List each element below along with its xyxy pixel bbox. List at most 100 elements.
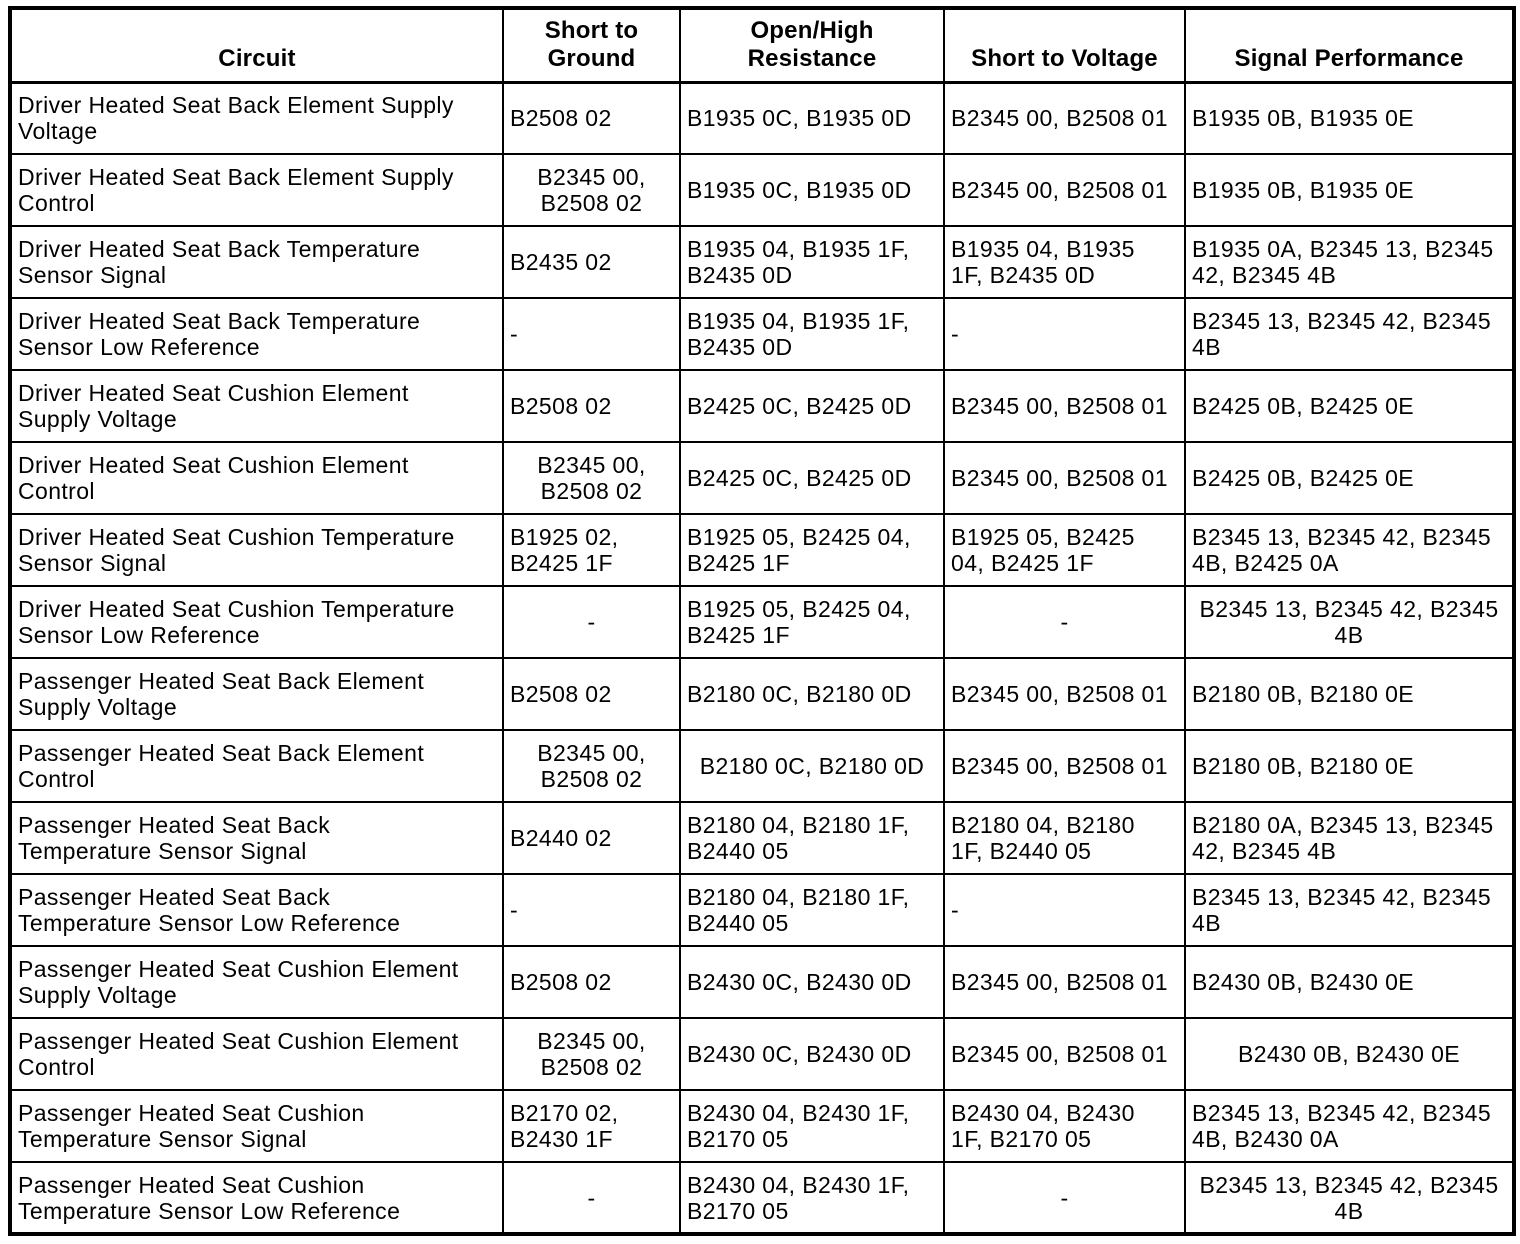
circuit-cell: Passenger Heated Seat Back Element Suppl… (9, 657, 504, 731)
table-row: Passenger Heated Seat Cushion Temperatur… (9, 1161, 1515, 1235)
short-to-ground-cell: B2345 00, B2508 02 (502, 1017, 681, 1091)
table-row: Driver Heated Seat Cushion Element Suppl… (9, 369, 1515, 443)
short-to-voltage-cell: B2345 00, B2508 01 (943, 369, 1186, 443)
short-to-ground-cell: B2345 00, B2508 02 (502, 153, 681, 227)
signal-performance-cell: B2430 0B, B2430 0E (1184, 945, 1515, 1019)
column-header-circuit: Circuit (9, 7, 504, 84)
table-row: Driver Heated Seat Back Temperature Sens… (9, 225, 1515, 299)
signal-performance-cell: B2345 13, B2345 42, B2345 4B, B2430 0A (1184, 1089, 1515, 1163)
signal-performance-cell: B2345 13, B2345 42, B2345 4B (1184, 1161, 1515, 1235)
short-to-ground-cell: B2508 02 (502, 945, 681, 1019)
column-header-short-to-voltage: Short to Voltage (943, 7, 1186, 84)
table-row: Passenger Heated Seat Cushion Temperatur… (9, 1089, 1515, 1163)
short-to-ground-cell: - (502, 585, 681, 659)
table-row: Passenger Heated Seat Cushion Element Co… (9, 1017, 1515, 1091)
short-to-ground-cell: B2170 02, B2430 1F (502, 1089, 681, 1163)
short-to-voltage-cell: B2345 00, B2508 01 (943, 945, 1186, 1019)
open-high-resistance-cell: B1925 05, B2425 04, B2425 1F (679, 585, 945, 659)
short-to-voltage-cell: B2345 00, B2508 01 (943, 81, 1186, 155)
signal-performance-cell: B2345 13, B2345 42, B2345 4B (1184, 585, 1515, 659)
circuit-cell: Passenger Heated Seat Cushion Element Co… (9, 1017, 504, 1091)
open-high-resistance-cell: B1925 05, B2425 04, B2425 1F (679, 513, 945, 587)
dtc-table-body: Driver Heated Seat Back Element Supply V… (9, 81, 1515, 1235)
signal-performance-cell: B2425 0B, B2425 0E (1184, 369, 1515, 443)
table-row: Driver Heated Seat Cushion Temperature S… (9, 585, 1515, 659)
short-to-ground-cell: B2440 02 (502, 801, 681, 875)
short-to-ground-cell: - (502, 1161, 681, 1235)
table-row: Passenger Heated Seat Back Element Suppl… (9, 657, 1515, 731)
short-to-ground-cell: B2508 02 (502, 81, 681, 155)
table-row: Driver Heated Seat Back Element Supply V… (9, 81, 1515, 155)
column-header-open-high-resistance: Open/High Resistance (679, 7, 945, 84)
short-to-voltage-cell: - (943, 297, 1186, 371)
circuit-cell: Passenger Heated Seat Back Temperature S… (9, 801, 504, 875)
short-to-voltage-cell: B2180 04, B2180 1F, B2440 05 (943, 801, 1186, 875)
circuit-cell: Passenger Heated Seat Cushion Temperatur… (9, 1161, 504, 1235)
short-to-ground-cell: B2508 02 (502, 657, 681, 731)
open-high-resistance-cell: B2180 0C, B2180 0D (679, 657, 945, 731)
short-to-voltage-cell: B2345 00, B2508 01 (943, 153, 1186, 227)
signal-performance-cell: B2180 0B, B2180 0E (1184, 729, 1515, 803)
signal-performance-cell: B2180 0B, B2180 0E (1184, 657, 1515, 731)
circuit-cell: Driver Heated Seat Back Element Supply C… (9, 153, 504, 227)
circuit-cell: Driver Heated Seat Cushion Element Suppl… (9, 369, 504, 443)
short-to-ground-cell: B2435 02 (502, 225, 681, 299)
short-to-voltage-cell: - (943, 1161, 1186, 1235)
signal-performance-cell: B2180 0A, B2345 13, B2345 42, B2345 4B (1184, 801, 1515, 875)
circuit-cell: Passenger Heated Seat Cushion Temperatur… (9, 1089, 504, 1163)
short-to-ground-cell: B2508 02 (502, 369, 681, 443)
circuit-cell: Driver Heated Seat Back Temperature Sens… (9, 297, 504, 371)
dtc-circuit-table: Circuit Short to Ground Open/High Resist… (8, 6, 1516, 1236)
short-to-voltage-cell: - (943, 585, 1186, 659)
short-to-voltage-cell: B1925 05, B2425 04, B2425 1F (943, 513, 1186, 587)
signal-performance-cell: B2430 0B, B2430 0E (1184, 1017, 1515, 1091)
open-high-resistance-cell: B2430 04, B2430 1F, B2170 05 (679, 1089, 945, 1163)
open-high-resistance-cell: B2430 04, B2430 1F, B2170 05 (679, 1161, 945, 1235)
signal-performance-cell: B2345 13, B2345 42, B2345 4B (1184, 297, 1515, 371)
circuit-cell: Driver Heated Seat Cushion Temperature S… (9, 585, 504, 659)
circuit-cell: Passenger Heated Seat Back Temperature S… (9, 873, 504, 947)
table-row: Passenger Heated Seat Cushion Element Su… (9, 945, 1515, 1019)
signal-performance-cell: B2345 13, B2345 42, B2345 4B (1184, 873, 1515, 947)
signal-performance-cell: B1935 0B, B1935 0E (1184, 153, 1515, 227)
open-high-resistance-cell: B1935 0C, B1935 0D (679, 81, 945, 155)
signal-performance-cell: B2345 13, B2345 42, B2345 4B, B2425 0A (1184, 513, 1515, 587)
column-header-short-to-ground: Short to Ground (502, 7, 681, 84)
circuit-cell: Driver Heated Seat Back Element Supply V… (9, 81, 504, 155)
header-row: Circuit Short to Ground Open/High Resist… (9, 7, 1515, 84)
short-to-voltage-cell: B2345 00, B2508 01 (943, 657, 1186, 731)
signal-performance-cell: B1935 0B, B1935 0E (1184, 81, 1515, 155)
circuit-cell: Passenger Heated Seat Back Element Contr… (9, 729, 504, 803)
short-to-voltage-cell: B2430 04, B2430 1F, B2170 05 (943, 1089, 1186, 1163)
table-row: Passenger Heated Seat Back Temperature S… (9, 801, 1515, 875)
short-to-ground-cell: B2345 00, B2508 02 (502, 441, 681, 515)
short-to-voltage-cell: B2345 00, B2508 01 (943, 1017, 1186, 1091)
open-high-resistance-cell: B2430 0C, B2430 0D (679, 945, 945, 1019)
circuit-cell: Driver Heated Seat Cushion Element Contr… (9, 441, 504, 515)
open-high-resistance-cell: B1935 0C, B1935 0D (679, 153, 945, 227)
short-to-voltage-cell: B1935 04, B1935 1F, B2435 0D (943, 225, 1186, 299)
circuit-cell: Passenger Heated Seat Cushion Element Su… (9, 945, 504, 1019)
open-high-resistance-cell: B1935 04, B1935 1F, B2435 0D (679, 225, 945, 299)
short-to-ground-cell: B1925 02, B2425 1F (502, 513, 681, 587)
short-to-voltage-cell: B2345 00, B2508 01 (943, 441, 1186, 515)
table-row: Passenger Heated Seat Back Temperature S… (9, 873, 1515, 947)
short-to-ground-cell: B2345 00, B2508 02 (502, 729, 681, 803)
table-row: Driver Heated Seat Back Element Supply C… (9, 153, 1515, 227)
short-to-ground-cell: - (502, 873, 681, 947)
signal-performance-cell: B2425 0B, B2425 0E (1184, 441, 1515, 515)
open-high-resistance-cell: B2180 04, B2180 1F, B2440 05 (679, 801, 945, 875)
open-high-resistance-cell: B2430 0C, B2430 0D (679, 1017, 945, 1091)
open-high-resistance-cell: B2425 0C, B2425 0D (679, 441, 945, 515)
open-high-resistance-cell: B2180 04, B2180 1F, B2440 05 (679, 873, 945, 947)
table-row: Passenger Heated Seat Back Element Contr… (9, 729, 1515, 803)
table-row: Driver Heated Seat Cushion Element Contr… (9, 441, 1515, 515)
short-to-ground-cell: - (502, 297, 681, 371)
open-high-resistance-cell: B2425 0C, B2425 0D (679, 369, 945, 443)
table-row: Driver Heated Seat Cushion Temperature S… (9, 513, 1515, 587)
table-row: Driver Heated Seat Back Temperature Sens… (9, 297, 1515, 371)
table-header: Circuit Short to Ground Open/High Resist… (9, 7, 1515, 84)
signal-performance-cell: B1935 0A, B2345 13, B2345 42, B2345 4B (1184, 225, 1515, 299)
short-to-voltage-cell: B2345 00, B2508 01 (943, 729, 1186, 803)
open-high-resistance-cell: B2180 0C, B2180 0D (679, 729, 945, 803)
